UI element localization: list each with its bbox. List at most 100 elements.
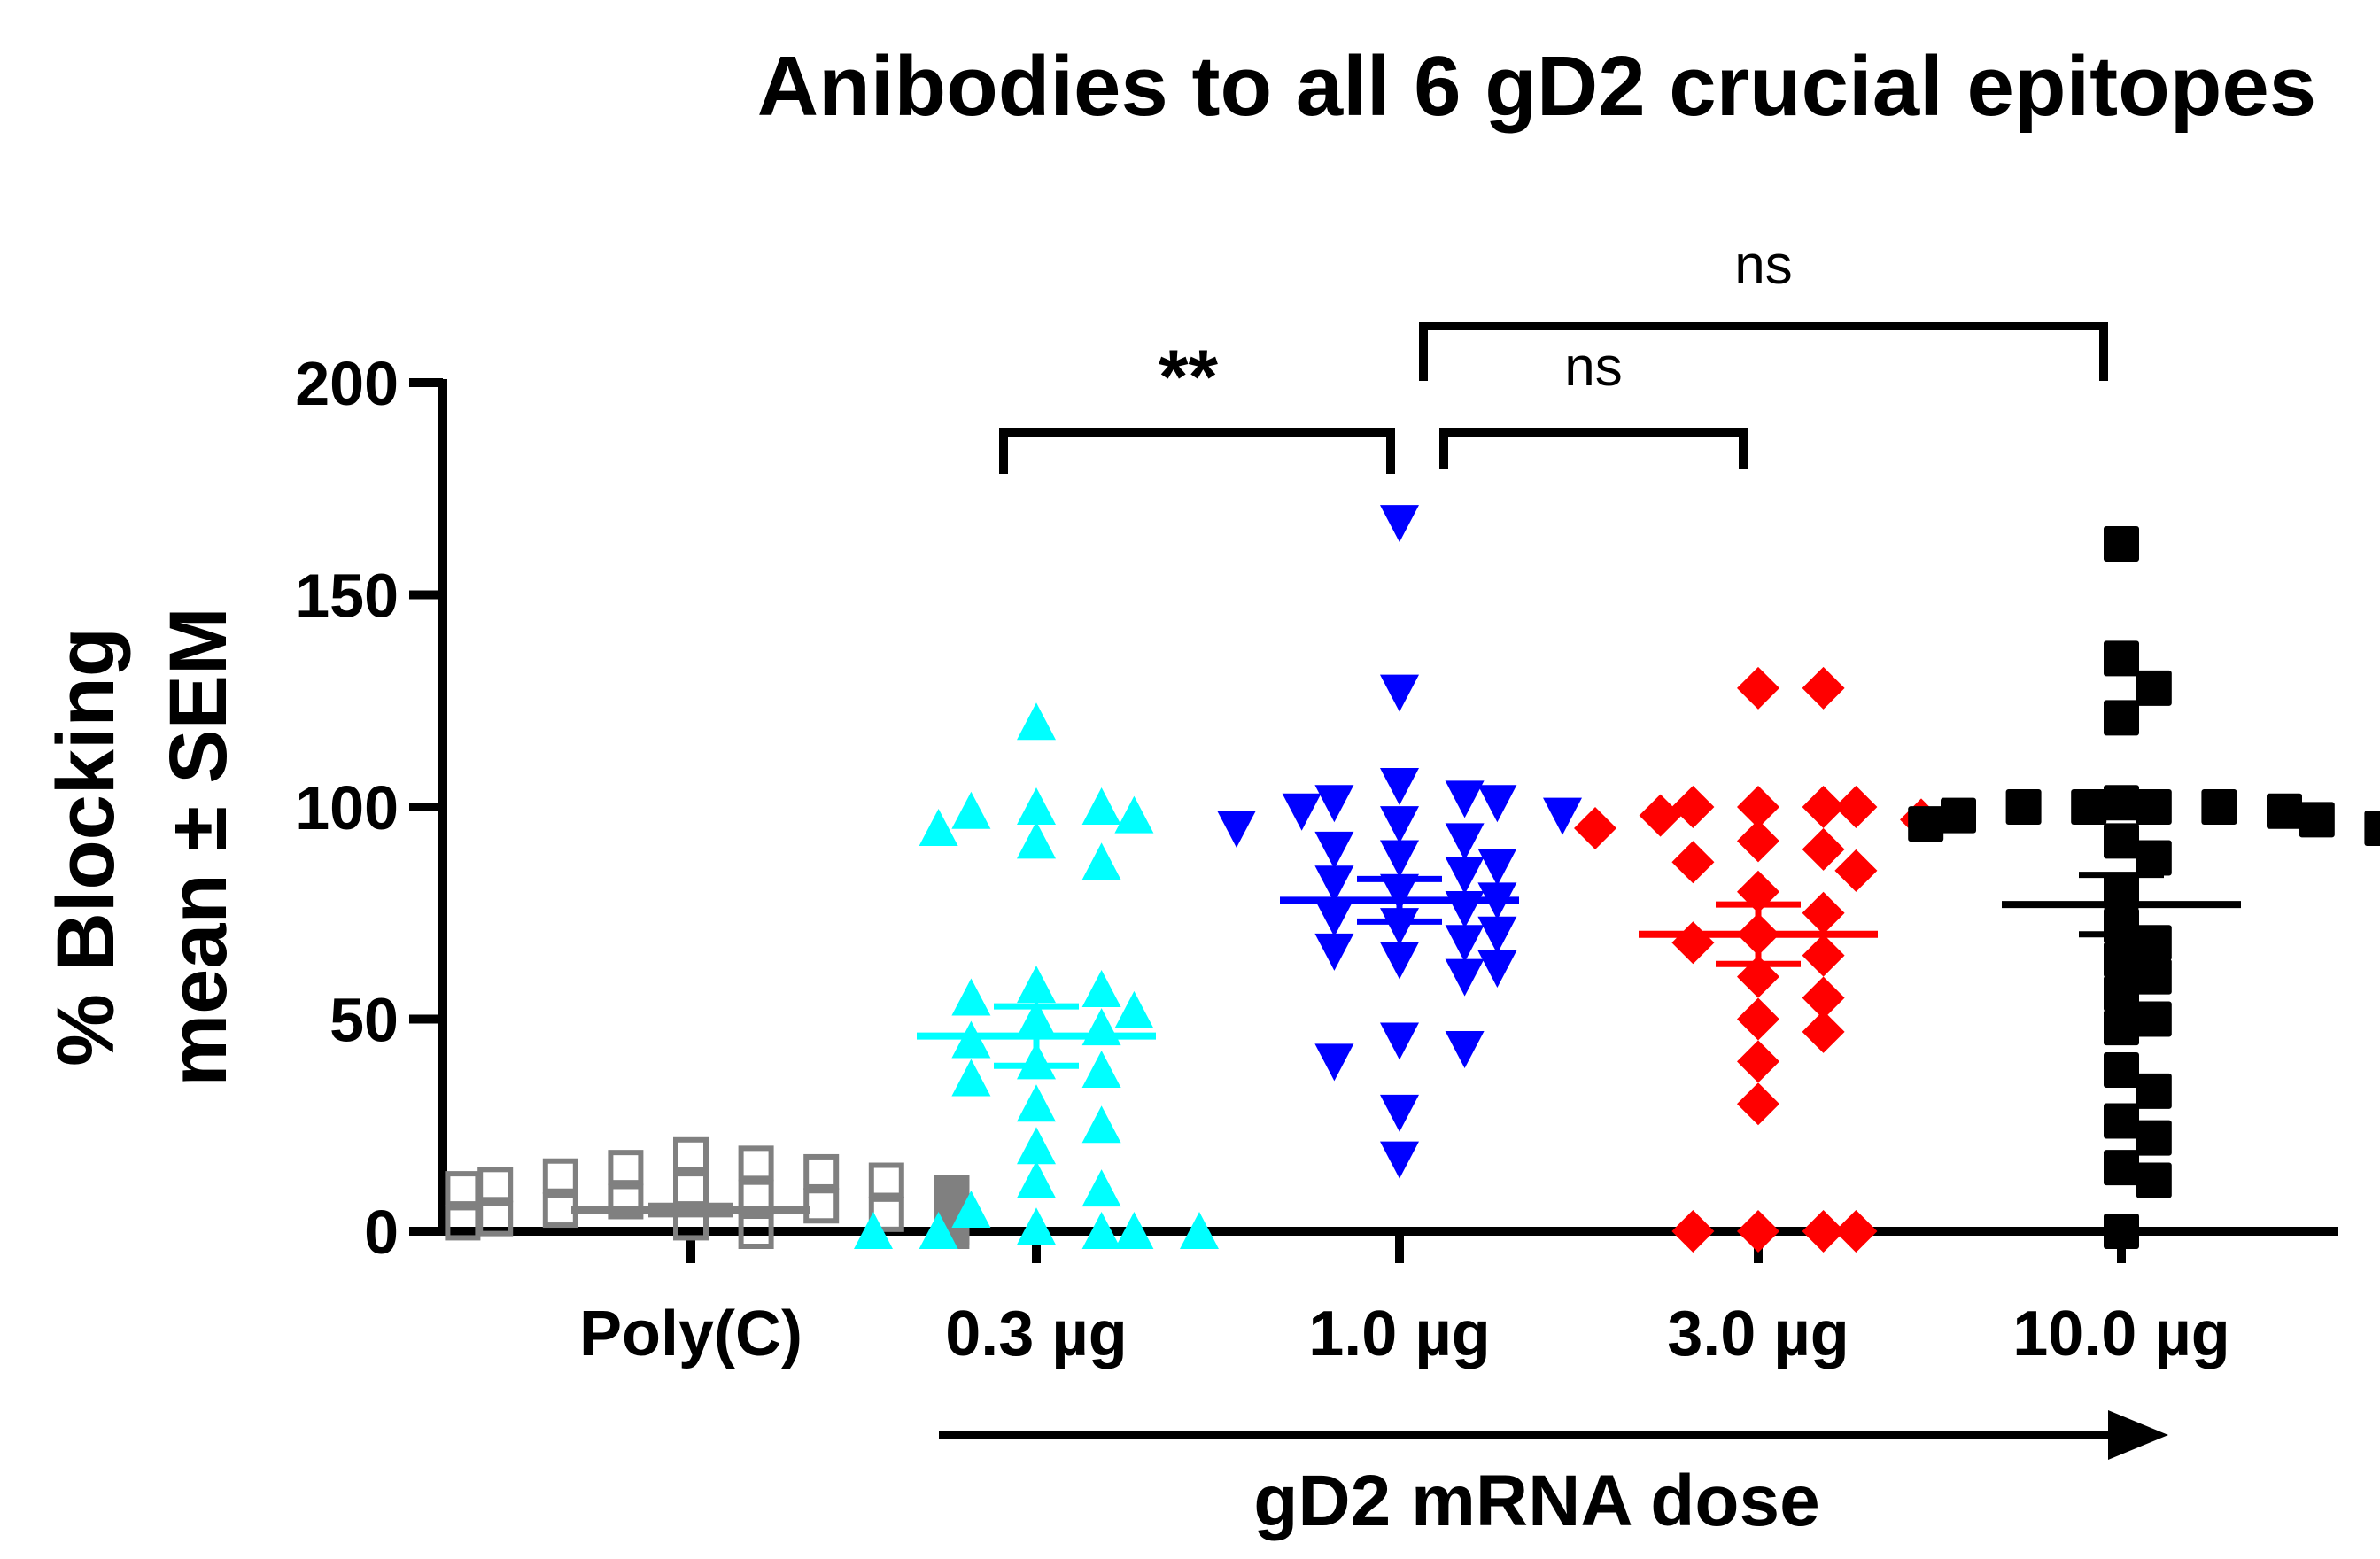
- point-2-10: [1445, 823, 1485, 861]
- point-2-15: [1314, 865, 1354, 904]
- x-tick-label-3: 3.0 µg: [1667, 1299, 1849, 1369]
- point-3-11: [1671, 841, 1715, 884]
- point-4-23: [2104, 1010, 2139, 1046]
- point-4-22: [2136, 1001, 2172, 1037]
- point-1-5: [919, 808, 958, 846]
- y-axis-label: % Blocking mean ± SEM: [41, 607, 244, 1086]
- point-3-21: [1802, 1010, 1845, 1053]
- point-4-2: [2136, 670, 2172, 706]
- point-3-22: [1737, 1040, 1779, 1083]
- point-0-18: [445, 1205, 481, 1241]
- point-2-4: [1314, 785, 1354, 823]
- point-4-27: [2136, 1120, 2172, 1156]
- x-axis-title-group: gD2 mRNA dose: [939, 1410, 2168, 1541]
- point-4-11: [2299, 802, 2335, 838]
- point-3-14: [1802, 891, 1845, 935]
- point-3-13: [1737, 870, 1779, 913]
- point-1-26: [1114, 1212, 1154, 1249]
- x-tick-label-2: 1.0 µg: [1308, 1299, 1491, 1369]
- point-1-10: [951, 978, 991, 1016]
- y-axis-label-line1: % Blocking: [41, 627, 131, 1066]
- point-2-11: [1314, 831, 1354, 869]
- point-2-27: [1380, 1022, 1419, 1060]
- point-2-26: [1445, 958, 1485, 997]
- point-2-22: [1445, 925, 1485, 963]
- point-3-0: [1737, 666, 1779, 710]
- point-0-7: [738, 1145, 774, 1182]
- point-1-6: [1017, 821, 1056, 859]
- point-1-19: [1081, 1105, 1121, 1144]
- point-4-28: [2104, 1150, 2139, 1186]
- point-3-17: [1802, 934, 1845, 977]
- point-2-2: [1380, 768, 1419, 806]
- chart-title: Anibodies to all 6 gD2 crucial epitopes: [757, 39, 2316, 134]
- point-1-18: [1017, 1084, 1056, 1122]
- point-1-28: [1180, 1212, 1219, 1249]
- point-4-30: [2104, 1214, 2139, 1249]
- point-2-8: [1380, 806, 1419, 844]
- point-3-27: [1834, 1210, 1878, 1253]
- x-axis-label: gD2 mRNA dose: [1253, 1461, 1819, 1541]
- point-2-6: [1282, 793, 1322, 831]
- point-2-3: [1445, 780, 1485, 818]
- point-3-9: [1737, 819, 1779, 863]
- point-3-16: [1671, 921, 1715, 965]
- point-1-11: [1114, 990, 1154, 1028]
- point-4-7: [2201, 789, 2237, 825]
- point-3-25: [1802, 1210, 1845, 1253]
- y-tick-label-50: 50: [329, 986, 399, 1055]
- point-1-9: [1081, 969, 1121, 1007]
- y-tick-label-200: 200: [295, 349, 399, 418]
- point-1-24: [1017, 1207, 1056, 1245]
- point-2-29: [1314, 1043, 1354, 1082]
- point-2-12: [1380, 840, 1419, 878]
- y-tick-label-0: 0: [364, 1198, 399, 1267]
- point-4-1: [2104, 640, 2139, 677]
- point-0-21: [445, 1171, 481, 1207]
- point-0-14: [542, 1158, 578, 1194]
- point-4-5: [2136, 789, 2172, 825]
- point-0-5: [868, 1162, 904, 1198]
- point-2-7: [1543, 797, 1582, 835]
- point-1-22: [1081, 1169, 1121, 1207]
- point-3-20: [1737, 997, 1779, 1041]
- point-1-2: [951, 791, 991, 829]
- x-tick-label-0: Poly(C): [579, 1299, 802, 1369]
- point-3-19: [1802, 976, 1845, 1020]
- point-1-25: [1081, 1212, 1121, 1249]
- point-2-5: [1477, 785, 1517, 823]
- point-0-13: [477, 1167, 514, 1203]
- comparison-bracket-0: [999, 428, 1395, 474]
- point-0-8: [673, 1136, 709, 1173]
- point-1-27: [919, 1212, 958, 1249]
- point-1-4: [1081, 787, 1121, 825]
- axes: 0 50 100 150 200 Poly(C) 0.3 µg 1.0 µg 3.0 µg 10.…: [295, 349, 2338, 1369]
- point-2-24: [1380, 942, 1419, 980]
- point-2-0: [1380, 505, 1419, 543]
- mean-sem-bars: [571, 872, 2241, 1218]
- point-4-10: [1941, 797, 1976, 834]
- point-2-25: [1477, 950, 1517, 989]
- y-tick-label-150: 150: [295, 562, 399, 631]
- point-1-29: [854, 1212, 893, 1249]
- point-4-4: [2104, 785, 2139, 821]
- point-2-20: [1380, 908, 1419, 946]
- point-4-12: [1908, 806, 1944, 842]
- point-1-21: [1017, 1160, 1056, 1198]
- point-2-18: [1445, 890, 1485, 928]
- point-3-8: [1574, 806, 1616, 849]
- y-axis-label-line2: mean ± SEM: [153, 607, 244, 1086]
- significance-brackets: ** ns ns: [999, 235, 2108, 474]
- point-4-26: [2104, 1103, 2139, 1139]
- point-1-3: [1017, 787, 1056, 825]
- point-4-15: [2136, 840, 2172, 876]
- point-0-6: [803, 1153, 840, 1190]
- point-3-2: [1737, 786, 1779, 828]
- point-1-1: [1114, 795, 1154, 834]
- point-4-25: [2136, 1073, 2172, 1109]
- point-0-17: [738, 1214, 774, 1249]
- point-2-21: [1477, 916, 1517, 954]
- point-0-15: [608, 1150, 644, 1186]
- point-1-0: [1017, 702, 1056, 741]
